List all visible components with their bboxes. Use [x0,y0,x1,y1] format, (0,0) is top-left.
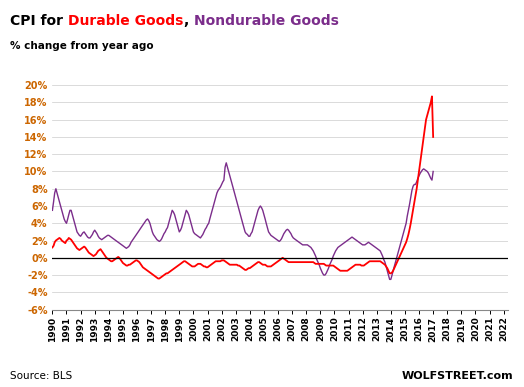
Text: % change from year ago: % change from year ago [10,41,154,51]
Text: Source: BLS: Source: BLS [10,371,73,381]
Text: Durable Goods: Durable Goods [68,14,184,27]
Text: CPI for: CPI for [10,14,68,27]
Text: Nondurable Goods: Nondurable Goods [194,14,339,27]
Text: WOLFSTREET.com: WOLFSTREET.com [402,371,514,381]
Text: ,: , [184,14,194,27]
